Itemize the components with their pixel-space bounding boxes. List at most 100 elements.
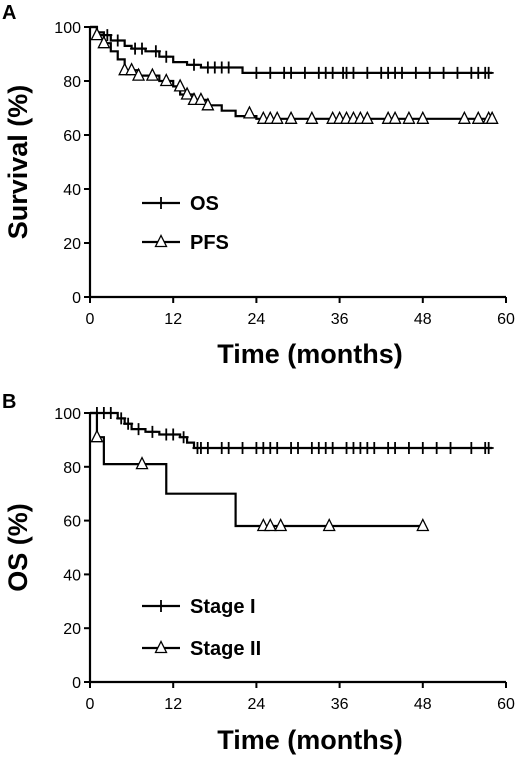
x-tick-label: 36 [331,696,349,713]
y-tick-label: 60 [63,514,81,531]
censor-mark [202,441,213,454]
censor-mark [131,67,146,81]
x-tick-label: 12 [164,311,182,328]
survival-curve [90,411,423,528]
censor-mark [168,428,179,441]
legend-label: PFS [190,232,229,254]
chart-panel-a: A 0 20 40 60 80 100 0 12 24 36 48 60 Survival (%) Time… [2,2,515,369]
censor-mark [116,412,127,425]
y-tick-label: 80 [63,74,81,91]
censor-mark [471,110,485,124]
x-tick-label: 24 [248,696,266,713]
censor-mark [397,66,407,79]
legend-marker [154,640,168,654]
censor-mark [105,407,116,419]
censor-mark [270,110,284,124]
y-tick-label: 20 [63,236,81,253]
censor-mark [388,110,402,124]
censor-mark [135,456,149,470]
censor-mark [194,91,208,106]
censor-mark [327,66,338,79]
censor-mark [299,66,310,79]
censor-mark [348,66,359,79]
censor-mark [201,97,215,111]
x-tick-label: 48 [414,696,432,713]
censor-mark [173,78,187,92]
censor-mark [452,66,463,79]
censor-mark [137,42,147,55]
x-tick-label: 60 [497,696,515,713]
censor-mark [272,441,283,454]
y-tick-label: 100 [54,20,81,37]
censor-mark [263,518,277,532]
censor-mark [97,35,111,49]
censor-mark [284,110,298,124]
censor-mark [466,441,477,454]
censor-mark [305,110,319,124]
y-tick-label: 0 [72,675,81,692]
censor-mark [445,441,456,454]
y-axis-title: OS (%) [3,503,33,592]
censor-mark [265,66,276,79]
x-tick-label: 36 [331,311,349,328]
series-pfs [90,25,499,124]
censor-mark [150,45,161,58]
y-axis-title: Survival (%) [3,85,33,240]
x-tick-label: 60 [497,311,515,328]
legend-label: OS [190,193,219,215]
y-tick-label: 100 [54,406,81,423]
censor-mark [360,110,374,124]
censor-mark [410,66,421,79]
legend-label: Stage I [190,596,256,618]
series-stage-i [90,407,494,454]
censor-mark [123,417,134,430]
censor-mark [223,61,234,74]
x-tick-label: 0 [86,311,95,328]
censor-mark [327,441,338,454]
censor-mark [390,441,401,454]
censor-mark [223,441,234,454]
censor-mark [417,441,428,454]
legend-item-os: OS [142,193,219,215]
y-tick-label: 40 [63,567,81,584]
y-tick-label: 40 [63,182,81,199]
y-tick-label: 0 [72,290,81,307]
x-tick-label: 24 [248,311,266,328]
censor-mark [322,518,336,532]
censor-mark [438,66,449,79]
censor-mark [424,66,435,79]
censor-mark [457,110,471,124]
censor-mark [242,105,257,119]
censor-mark [145,67,159,81]
censor-mark [369,441,380,454]
censor-mark [237,441,248,454]
censor-mark [403,441,414,454]
series-stage-ii [90,411,430,532]
censor-mark [416,518,430,532]
censor-mark [161,50,172,63]
panel-label: A [2,2,16,24]
censor-mark [147,425,158,438]
legend-marker [156,197,166,209]
censor-mark [274,518,288,532]
censor-mark [286,66,297,79]
legend-label: Stage II [190,638,261,660]
censor-mark [112,34,123,47]
censor-mark [180,86,194,100]
series-os [90,25,494,79]
legend-item-pfs: PFS [142,232,229,254]
censor-mark [125,62,139,76]
censor-mark [402,110,416,124]
panel-label: B [2,391,16,413]
censor-mark [159,73,173,87]
y-tick-label: 20 [63,621,81,638]
x-tick-label: 48 [414,311,432,328]
x-tick-label: 0 [86,696,95,713]
y-tick-label: 80 [63,460,81,477]
censor-mark [189,58,199,71]
censor-mark [416,110,430,124]
censor-mark [293,441,303,454]
censor-mark [251,66,262,79]
chart-panel-b: B 0 20 40 60 80 100 0 12 24 36 48 60 OS (%) Time (mont… [2,391,515,755]
censor-mark [362,66,373,79]
